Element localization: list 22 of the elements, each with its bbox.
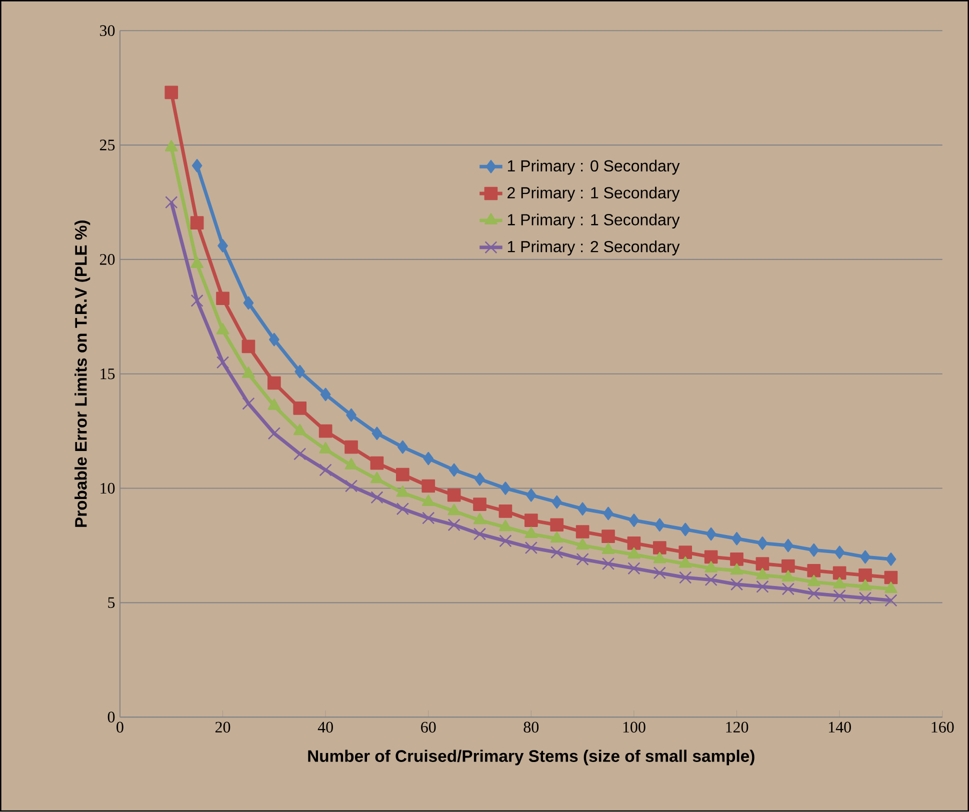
y-tick-label: 10: [100, 483, 115, 494]
y-tick-label: 15: [100, 368, 115, 380]
x-axis-title: Number of Cruised/Primary Stems (size of small sample): [308, 750, 754, 766]
x-tick-label: 120: [726, 722, 748, 733]
y-tick-label: 5: [108, 598, 115, 608]
x-tick-label: 60: [421, 722, 436, 733]
x-tick-label: 20: [215, 722, 230, 733]
x-tick-label: 160: [932, 722, 954, 733]
x-tick-label: 0: [116, 722, 124, 733]
x-tick-label: 140: [828, 722, 851, 733]
y-tick-label: 25: [100, 140, 115, 151]
y-tick-label: 30: [100, 25, 115, 36]
legend-label: 2 Primary : 1 Secondary: [508, 186, 680, 202]
y-axis-title: Probable Error Limits on T.R.V (PLE %): [74, 220, 90, 528]
legend-label: 1 Primary : 1 Secondary: [508, 214, 680, 229]
y-tick-label: 0: [108, 712, 115, 723]
legend-label: 1 Primary : 0 Secondary: [508, 160, 680, 175]
y-tick-label: 20: [100, 254, 115, 265]
legend-label: 1 Primary : 2 Secondary: [508, 240, 680, 256]
x-tick-label: 100: [623, 722, 646, 733]
x-tick-label: 40: [318, 722, 333, 733]
x-tick-label: 80: [524, 722, 539, 733]
